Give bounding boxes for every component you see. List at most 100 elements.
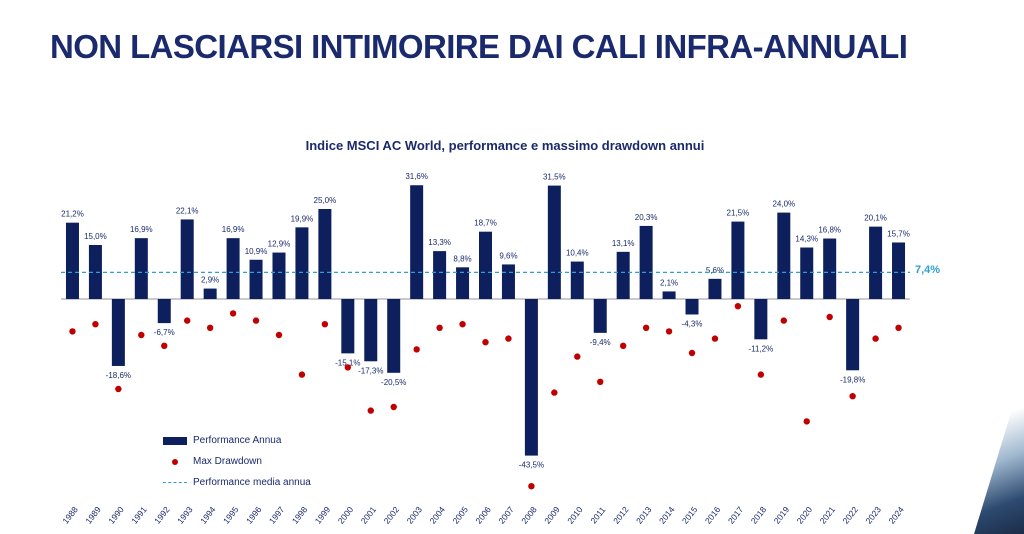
x-tick-label: 2001 — [359, 504, 379, 525]
performance-bar — [501, 264, 515, 299]
bar-value-label: 2,9% — [201, 276, 219, 285]
drawdown-point — [138, 331, 145, 339]
x-tick-label: 2006 — [473, 504, 493, 525]
bar-value-label: 5,6% — [706, 266, 724, 275]
x-tick-label: 2018 — [749, 504, 769, 525]
performance-bar — [111, 299, 125, 366]
x-tick-label: 2023 — [863, 504, 883, 525]
drawdown-point — [574, 353, 581, 360]
drawdown-point — [321, 321, 329, 328]
x-tick-label: 2010 — [565, 504, 585, 525]
x-tick-label: 2015 — [680, 504, 700, 525]
bar-value-label: 15,0% — [84, 232, 107, 241]
bar-value-label: -15,1% — [335, 358, 360, 367]
x-tick-label: 2021 — [818, 504, 838, 525]
x-tick-label: 1999 — [313, 504, 333, 525]
drawdown-point — [665, 328, 673, 335]
x-tick-label: 1994 — [198, 504, 218, 525]
bar-value-label: -43,5% — [519, 461, 544, 470]
performance-bar — [754, 299, 768, 340]
x-tick-label: 2005 — [450, 504, 470, 525]
drawdown-point — [505, 335, 512, 342]
bar-value-label: 13,3% — [428, 238, 451, 247]
performance-bar — [800, 247, 814, 299]
performance-bar — [708, 278, 722, 299]
chart-title: Indice MSCI AC World, performance e mass… — [305, 138, 705, 153]
bar-value-label: 14,3% — [795, 235, 818, 244]
drawdown-point — [528, 483, 535, 490]
drawdown-point — [206, 324, 214, 331]
x-tick-label: 1989 — [83, 504, 103, 525]
bar-value-label: 13,1% — [612, 239, 635, 248]
performance-bar — [157, 299, 171, 324]
drawdown-point — [826, 313, 833, 321]
bar-value-label: 10,9% — [245, 247, 268, 256]
drawdown-point — [69, 328, 76, 335]
drawdown-point — [849, 393, 856, 400]
x-tick-label: 1991 — [129, 504, 149, 525]
bar-value-label: 18,7% — [474, 219, 497, 228]
bar-value-label: -6,7% — [154, 328, 175, 337]
drawdown-point — [436, 324, 443, 331]
bar-value-label: 24,0% — [772, 200, 795, 209]
x-tick-label: 2004 — [427, 504, 447, 525]
page-title: NON LASCIARSI INTIMORIRE DAI CALI INFRA-… — [50, 28, 908, 65]
performance-bar — [456, 267, 470, 299]
drawdown-point — [229, 310, 237, 317]
x-tick-label: 1997 — [267, 504, 287, 525]
drawdown-point — [390, 403, 397, 411]
bar-value-label: 22,1% — [176, 206, 199, 215]
x-tick-label: 2017 — [726, 504, 746, 525]
performance-bar — [226, 238, 240, 299]
x-tick-label: 2022 — [841, 504, 861, 525]
performance-bar — [846, 299, 860, 371]
x-tick-label: 2020 — [795, 504, 815, 525]
drawdown-point — [803, 418, 810, 425]
x-tick-label: 1988 — [60, 504, 80, 525]
bar-value-label: 16,9% — [130, 225, 153, 234]
drawdown-point — [459, 321, 466, 328]
x-tick-label: 1996 — [244, 504, 264, 525]
chart-legend: Performance Annua Max Drawdown Performan… — [163, 430, 311, 493]
performance-bar — [662, 291, 676, 299]
performance-bar — [593, 299, 607, 333]
performance-bar — [731, 221, 745, 299]
performance-bar — [639, 225, 653, 299]
bar-value-label: -20,5% — [381, 378, 406, 387]
drawdown-point — [642, 324, 650, 331]
performance-bar — [249, 259, 263, 299]
legend-line-swatch — [163, 482, 187, 483]
drawdown-point — [482, 339, 489, 346]
x-tick-label: 2008 — [519, 504, 539, 525]
performance-bar — [685, 299, 699, 315]
bar-value-label: 12,9% — [268, 240, 291, 249]
x-tick-label: 1992 — [152, 504, 172, 525]
x-tick-label: 1995 — [221, 504, 241, 525]
drawdown-point — [734, 303, 742, 310]
legend-label-drawdown: Max Drawdown — [193, 456, 262, 467]
performance-bar — [570, 261, 584, 299]
bar-value-label: 16,9% — [222, 225, 245, 234]
bar-value-label: 31,5% — [543, 173, 566, 182]
x-tick-label: 2003 — [405, 504, 425, 525]
legend-label-average: Performance media annua — [193, 477, 311, 488]
x-tick-label: 2016 — [703, 504, 723, 525]
drawdown-point — [115, 385, 122, 393]
performance-bar — [777, 212, 791, 299]
x-tick-label: 2013 — [634, 504, 654, 525]
performance-bar — [479, 231, 492, 299]
bar-value-label: 20,3% — [635, 213, 658, 222]
legend-item-average: Performance media annua — [163, 472, 311, 493]
performance-bar — [364, 299, 378, 362]
x-tick-label: 2014 — [657, 504, 677, 525]
performance-bar — [341, 299, 355, 354]
bar-value-label: 10,4% — [566, 249, 589, 258]
bar-value-label: 21,2% — [61, 210, 84, 219]
performance-bar — [134, 238, 148, 299]
performance-bar — [203, 288, 217, 299]
bar-value-label: 21,5% — [727, 209, 750, 218]
bar-value-label: 8,8% — [453, 254, 471, 263]
performance-bar — [823, 238, 837, 299]
drawdown-point — [161, 342, 168, 349]
bar-value-label: -18,6% — [106, 371, 131, 380]
